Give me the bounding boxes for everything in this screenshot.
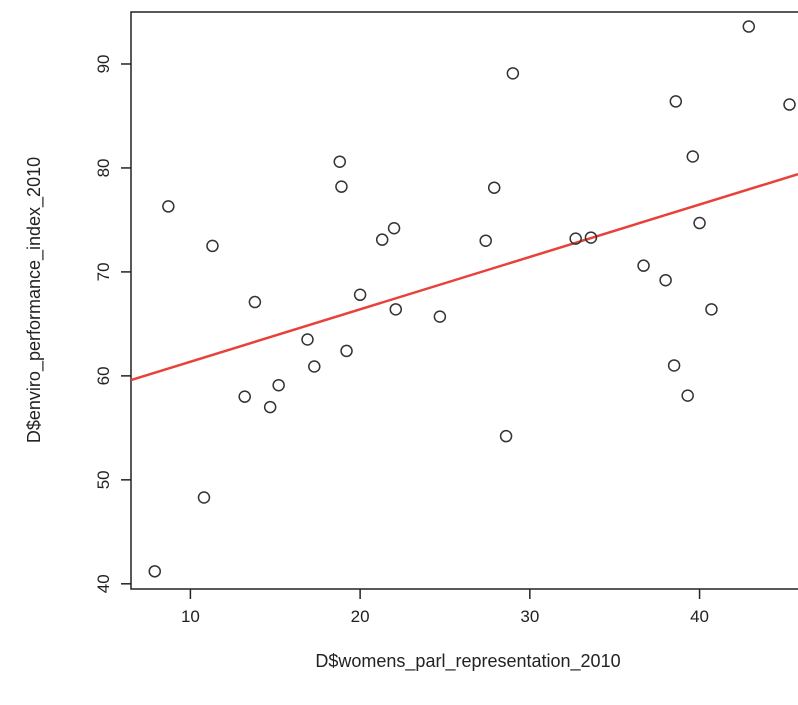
- data-point: [569, 232, 582, 245]
- data-point: [584, 231, 598, 244]
- data-point: [693, 216, 706, 230]
- data-point: [637, 259, 650, 272]
- data-point: [206, 239, 219, 253]
- data-point: [197, 491, 211, 504]
- data-point: [333, 155, 347, 168]
- data-point: [667, 359, 681, 372]
- data-point: [389, 303, 403, 316]
- data-point: [742, 20, 756, 33]
- regression-line: [130, 172, 798, 382]
- x-axis-title: D$womens_parl_representation_2010: [315, 651, 620, 672]
- data-point: [375, 233, 389, 246]
- regression-line-layer: [130, 172, 798, 382]
- y-tick-label: 40: [94, 574, 113, 593]
- data-point: [353, 288, 367, 302]
- data-point: [340, 344, 353, 358]
- data-point: [238, 390, 251, 403]
- scatter-points: [148, 20, 796, 578]
- data-point: [681, 389, 694, 402]
- data-point: [659, 273, 672, 287]
- y-axis-title: D$enviro_performance_index_2010: [24, 157, 45, 443]
- y-tick-label: 50: [94, 470, 113, 489]
- y-tick-label: 90: [94, 55, 113, 74]
- data-point: [433, 310, 447, 323]
- data-point: [487, 181, 501, 194]
- x-tick-label: 40: [690, 607, 709, 626]
- data-point: [248, 295, 262, 309]
- data-point: [148, 565, 162, 578]
- data-point: [162, 200, 175, 213]
- data-point: [499, 429, 513, 443]
- data-point: [387, 221, 401, 235]
- axis-ticks: 10 20 30 40 40 50 60 70 80 90: [94, 55, 709, 626]
- y-tick-label: 60: [94, 366, 113, 385]
- y-tick-label: 80: [94, 158, 113, 177]
- y-tick-label: 70: [94, 262, 113, 281]
- x-tick-label: 10: [181, 607, 200, 626]
- data-point: [308, 360, 321, 373]
- data-point: [263, 400, 277, 414]
- data-point: [783, 98, 796, 111]
- data-point: [301, 333, 314, 346]
- data-point: [705, 303, 718, 316]
- plot-frame: [130, 11, 798, 590]
- data-point: [479, 234, 492, 247]
- data-point: [506, 67, 520, 80]
- x-tick-label: 20: [351, 607, 370, 626]
- data-point: [272, 378, 285, 392]
- data-point: [669, 95, 683, 108]
- data-point: [335, 180, 348, 193]
- data-point: [686, 150, 700, 163]
- x-tick-label: 30: [520, 607, 539, 626]
